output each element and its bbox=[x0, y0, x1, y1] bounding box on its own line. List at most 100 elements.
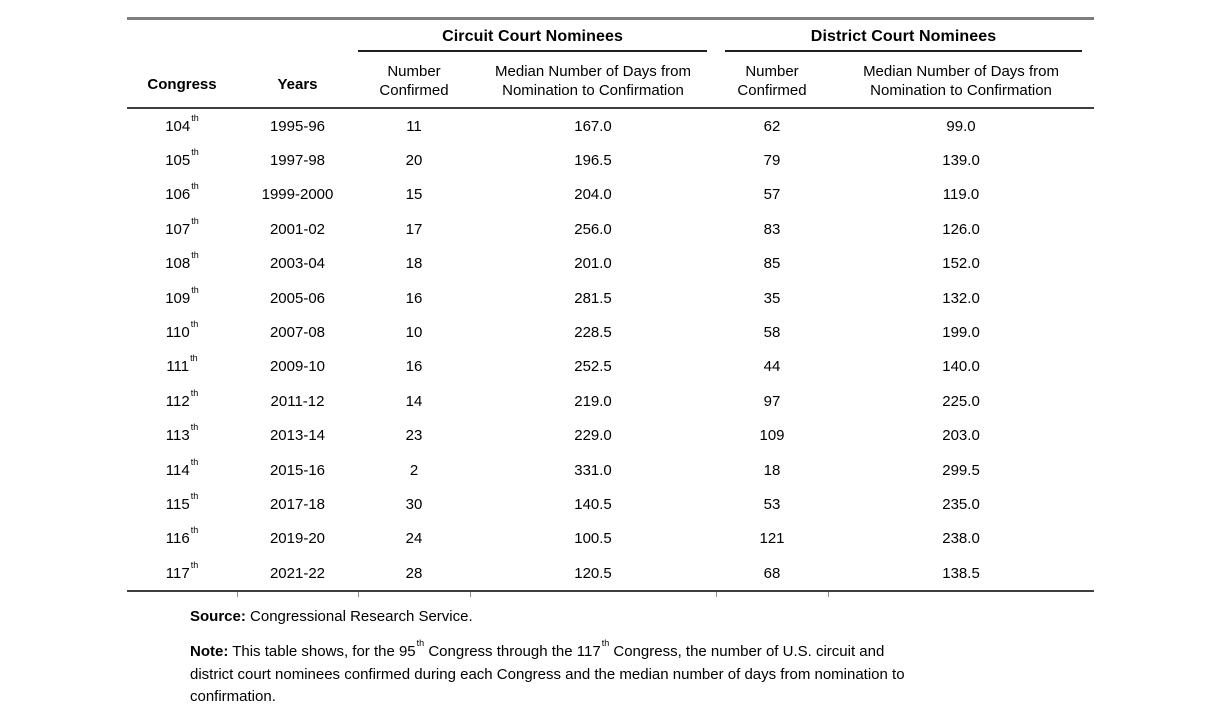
nominees-table-grid: Circuit Court Nominees District Court No… bbox=[127, 17, 1095, 593]
cell-district-number-confirmed: 53 bbox=[763, 495, 781, 513]
ordinal-suffix: th bbox=[191, 112, 199, 123]
ordinal-suffix: th bbox=[191, 215, 199, 226]
cell-district-median-days: 238.0 bbox=[942, 530, 980, 548]
cell-district-median-days: 152.0 bbox=[942, 255, 980, 273]
cell-circuit-median-days: 140.5 bbox=[574, 495, 612, 513]
cell-district-number-confirmed: 58 bbox=[763, 324, 781, 342]
cell-district-median-days: 126.0 bbox=[942, 220, 980, 238]
cell-district-median-days: 203.0 bbox=[942, 427, 980, 445]
table-row: 107th 2001-02 17 256.0 83 126.0 bbox=[127, 212, 1094, 246]
group-header-circuit: Circuit Court Nominees bbox=[358, 20, 708, 52]
cell-district-number-confirmed: 121 bbox=[759, 530, 785, 548]
cell-circuit-median-days: 100.5 bbox=[574, 530, 612, 548]
ordinal-suffix: th bbox=[190, 353, 198, 364]
ordinal-suffix: th bbox=[190, 318, 199, 329]
cell-circuit-median-days: 281.5 bbox=[574, 289, 612, 307]
ordinal-suffix: th bbox=[191, 284, 199, 295]
table-row: 114th 2015-16 2 331.0 18 299.5 bbox=[127, 453, 1094, 487]
column-header-years: Years bbox=[277, 76, 318, 93]
cell-circuit-median-days: 201.0 bbox=[574, 255, 612, 273]
cell-circuit-number-confirmed: 23 bbox=[405, 427, 423, 445]
cell-circuit-median-days: 219.0 bbox=[574, 392, 612, 410]
cell-congress: 107th bbox=[165, 215, 199, 238]
note-line: Note: This table shows, for the 95th Con… bbox=[190, 637, 885, 660]
cell-district-median-days: 132.0 bbox=[942, 289, 980, 307]
ordinal-suffix: th bbox=[190, 387, 199, 398]
cell-circuit-number-confirmed: 30 bbox=[405, 495, 423, 513]
column-header-circuit-median-days: Median Number of Days from Nomination to… bbox=[495, 63, 691, 99]
cell-circuit-number-confirmed: 28 bbox=[405, 564, 423, 582]
ordinal-suffix: th bbox=[416, 637, 425, 648]
cell-congress: 115th bbox=[165, 490, 199, 513]
cell-circuit-median-days: 252.5 bbox=[574, 358, 612, 376]
ordinal-suffix: th bbox=[190, 559, 199, 570]
cell-congress: 113th bbox=[165, 422, 199, 445]
table-row: 108th 2003-04 18 201.0 85 152.0 bbox=[127, 247, 1094, 281]
column-header-row: Congress Years Number Confirmed Median N… bbox=[127, 52, 1095, 108]
cell-congress: 116th bbox=[165, 525, 199, 548]
group-header-cell-district: District Court Nominees bbox=[716, 19, 1094, 52]
cell-district-median-days: 99.0 bbox=[946, 117, 976, 135]
note-label: Note: bbox=[190, 643, 229, 660]
group-header-cell-circuit: Circuit Court Nominees bbox=[358, 19, 716, 52]
ordinal-suffix: th bbox=[190, 525, 199, 536]
cell-district-median-days: 299.5 bbox=[942, 461, 980, 479]
table-row: 115th 2017-18 30 140.5 53 235.0 bbox=[127, 487, 1094, 521]
cell-district-number-confirmed: 97 bbox=[763, 392, 781, 410]
cell-years: 2011-12 bbox=[270, 392, 325, 410]
cell-years: 2015-16 bbox=[269, 461, 326, 479]
cell-circuit-number-confirmed: 24 bbox=[405, 530, 423, 548]
cell-years: 1995-96 bbox=[269, 117, 326, 135]
table-row: 105th 1997-98 20 196.5 79 139.0 bbox=[127, 143, 1094, 177]
cell-congress: 112th bbox=[165, 387, 199, 410]
cell-years: 2001-02 bbox=[269, 220, 326, 238]
cell-circuit-median-days: 256.0 bbox=[574, 220, 612, 238]
cell-circuit-number-confirmed: 2 bbox=[409, 461, 419, 479]
cell-congress: 105th bbox=[165, 147, 199, 170]
table-row: 111th 2009-10 16 252.5 44 140.0 bbox=[127, 350, 1094, 384]
cell-circuit-median-days: 331.0 bbox=[574, 461, 612, 479]
table-row: 116th 2019-20 24 100.5 121 238.0 bbox=[127, 522, 1094, 556]
cell-circuit-number-confirmed: 14 bbox=[405, 392, 423, 410]
ordinal-suffix: th bbox=[190, 456, 199, 467]
cell-district-number-confirmed: 62 bbox=[763, 117, 781, 135]
cell-circuit-median-days: 196.5 bbox=[574, 152, 612, 170]
cell-district-median-days: 225.0 bbox=[942, 392, 980, 410]
cell-district-median-days: 140.0 bbox=[942, 358, 980, 376]
table-row: 106th 1999-2000 15 204.0 57 119.0 bbox=[127, 178, 1094, 212]
ordinal-suffix: th bbox=[191, 250, 199, 261]
table-row: 117th 2021-22 28 120.5 68 138.5 bbox=[127, 556, 1094, 591]
note-line: confirmation. bbox=[190, 688, 276, 705]
column-boundary-tick bbox=[358, 592, 359, 598]
column-boundary-tick bbox=[716, 592, 717, 598]
cell-district-median-days: 139.0 bbox=[942, 152, 980, 170]
note-line: district court nominees confirmed during… bbox=[190, 665, 905, 683]
cell-district-median-days: 199.0 bbox=[942, 324, 980, 342]
cell-congress: 109th bbox=[165, 284, 199, 307]
column-header-congress: Congress bbox=[147, 76, 217, 93]
column-boundary-tick bbox=[828, 592, 829, 598]
table-row: 110th 2007-08 10 228.5 58 199.0 bbox=[127, 315, 1094, 349]
cell-years: 1999-2000 bbox=[261, 186, 334, 204]
cell-district-number-confirmed: 109 bbox=[759, 427, 785, 445]
group-header-district: District Court Nominees bbox=[725, 20, 1083, 52]
cell-circuit-number-confirmed: 20 bbox=[405, 152, 423, 170]
column-boundary-tick bbox=[237, 592, 238, 598]
cell-circuit-median-days: 167.0 bbox=[574, 117, 612, 135]
cell-years: 2007-08 bbox=[269, 324, 326, 342]
cell-congress: 110th bbox=[165, 318, 199, 342]
cell-years: 2021-22 bbox=[269, 564, 326, 582]
cell-circuit-number-confirmed: 15 bbox=[405, 186, 423, 204]
source-note: Source: Congressional Research Service. bbox=[190, 608, 473, 625]
ordinal-suffix: th bbox=[190, 422, 199, 433]
cell-district-number-confirmed: 18 bbox=[763, 461, 781, 479]
cell-circuit-number-confirmed: 16 bbox=[405, 358, 423, 376]
cell-circuit-number-confirmed: 18 bbox=[405, 255, 423, 273]
cell-circuit-median-days: 204.0 bbox=[574, 186, 612, 204]
ordinal-suffix: th bbox=[190, 490, 199, 501]
cell-district-median-days: 138.5 bbox=[942, 564, 980, 582]
cell-years: 2003-04 bbox=[269, 255, 326, 273]
cell-congress: 114th bbox=[165, 456, 199, 479]
table-row: 113th 2013-14 23 229.0 109 203.0 bbox=[127, 419, 1094, 453]
cell-district-number-confirmed: 35 bbox=[763, 289, 781, 307]
